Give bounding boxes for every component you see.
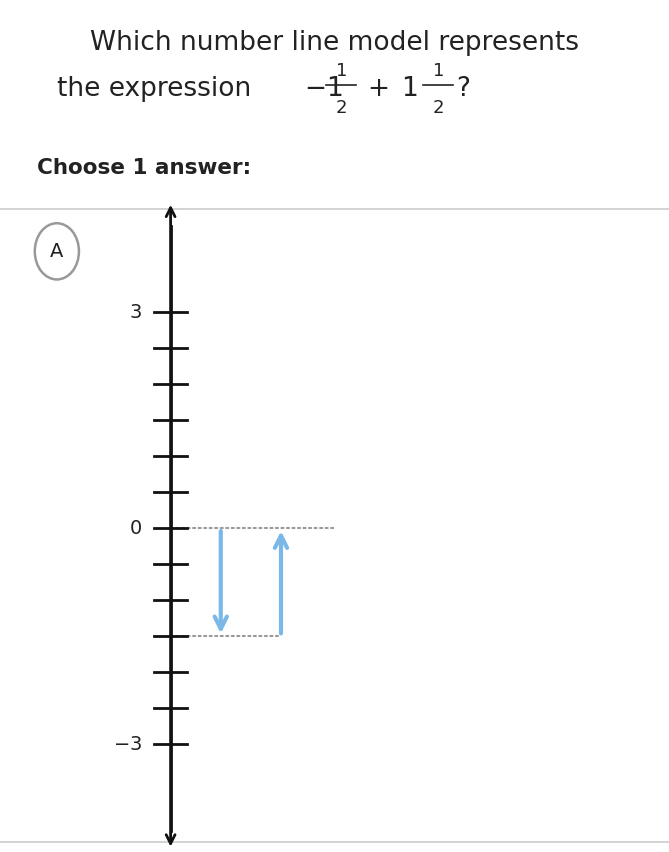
Text: 0: 0 (130, 519, 142, 538)
Text: A: A (50, 242, 64, 261)
Text: the expression: the expression (57, 77, 251, 102)
Text: Choose 1 answer:: Choose 1 answer: (37, 158, 251, 177)
Text: $1$: $1$ (401, 77, 417, 102)
Text: 3: 3 (130, 302, 142, 322)
Text: $1$: $1$ (432, 61, 444, 80)
Text: $1$: $1$ (335, 61, 347, 80)
Text: $2$: $2$ (335, 99, 347, 118)
Text: $+$: $+$ (367, 77, 388, 102)
Text: $-3$: $-3$ (112, 734, 142, 754)
Text: ?: ? (456, 77, 470, 102)
Text: Which number line model represents: Which number line model represents (90, 30, 579, 56)
Text: $-1$: $-1$ (304, 77, 343, 102)
Text: $2$: $2$ (432, 99, 444, 118)
